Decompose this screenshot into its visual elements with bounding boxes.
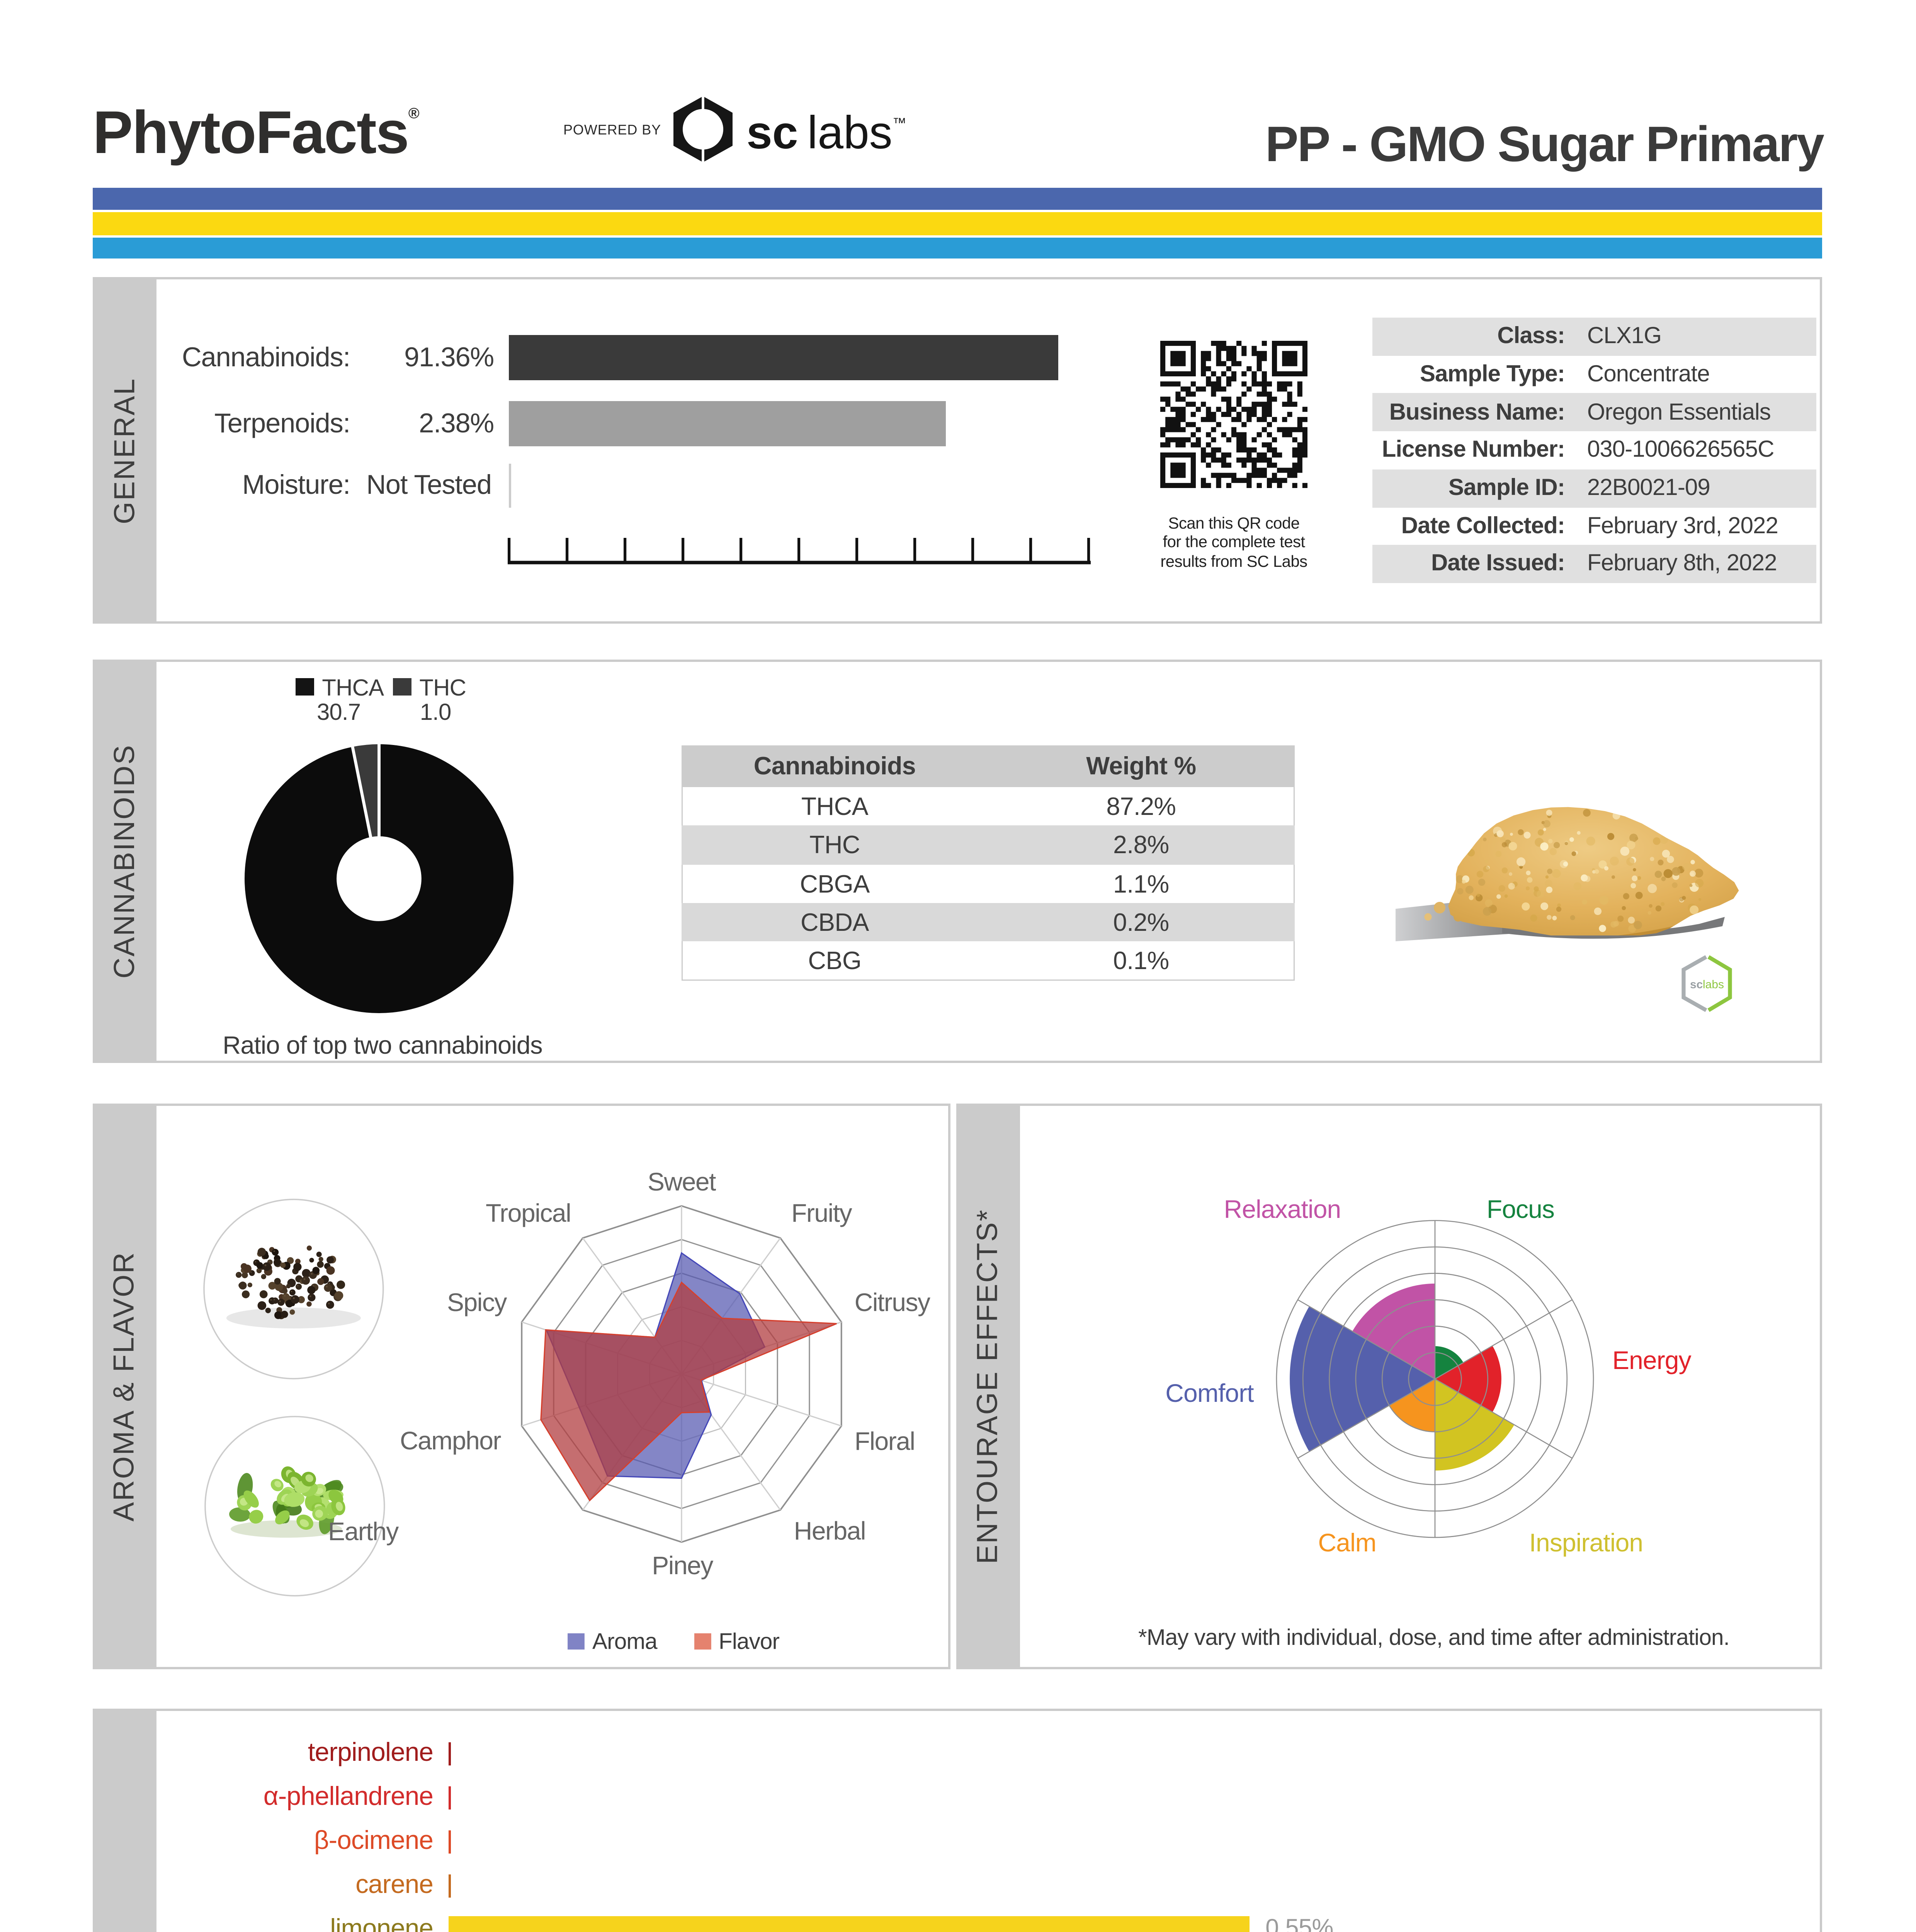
svg-text:Camphor: Camphor [400, 1426, 501, 1454]
svg-text:labs: labs [1703, 978, 1724, 991]
svg-text:Floral: Floral [855, 1426, 915, 1455]
svg-text:*May vary with individual, dos: *May vary with individual, dose, and tim… [1138, 1624, 1729, 1650]
svg-text:Energy: Energy [1612, 1345, 1691, 1374]
svg-text:Tropical: Tropical [486, 1198, 571, 1227]
svg-text:Fruity: Fruity [791, 1198, 852, 1227]
svg-text:Herbal: Herbal [794, 1516, 865, 1545]
svg-text:Flavor: Flavor [719, 1628, 780, 1653]
svg-text:Spicy: Spicy [447, 1287, 507, 1316]
svg-text:Piney: Piney [652, 1551, 713, 1579]
svg-text:Relaxation: Relaxation [1223, 1194, 1340, 1223]
svg-text:Comfort: Comfort [1165, 1378, 1253, 1407]
svg-text:Focus: Focus [1486, 1194, 1554, 1223]
svg-text:Aroma: Aroma [592, 1628, 658, 1653]
svg-text:Citrusy: Citrusy [855, 1287, 930, 1316]
svg-text:Inspiration: Inspiration [1529, 1528, 1643, 1556]
svg-text:Calm: Calm [1318, 1528, 1375, 1556]
svg-text:Sweet: Sweet [648, 1167, 716, 1196]
svg-text:Earthy: Earthy [328, 1517, 399, 1545]
svg-text:sc: sc [1690, 978, 1703, 991]
